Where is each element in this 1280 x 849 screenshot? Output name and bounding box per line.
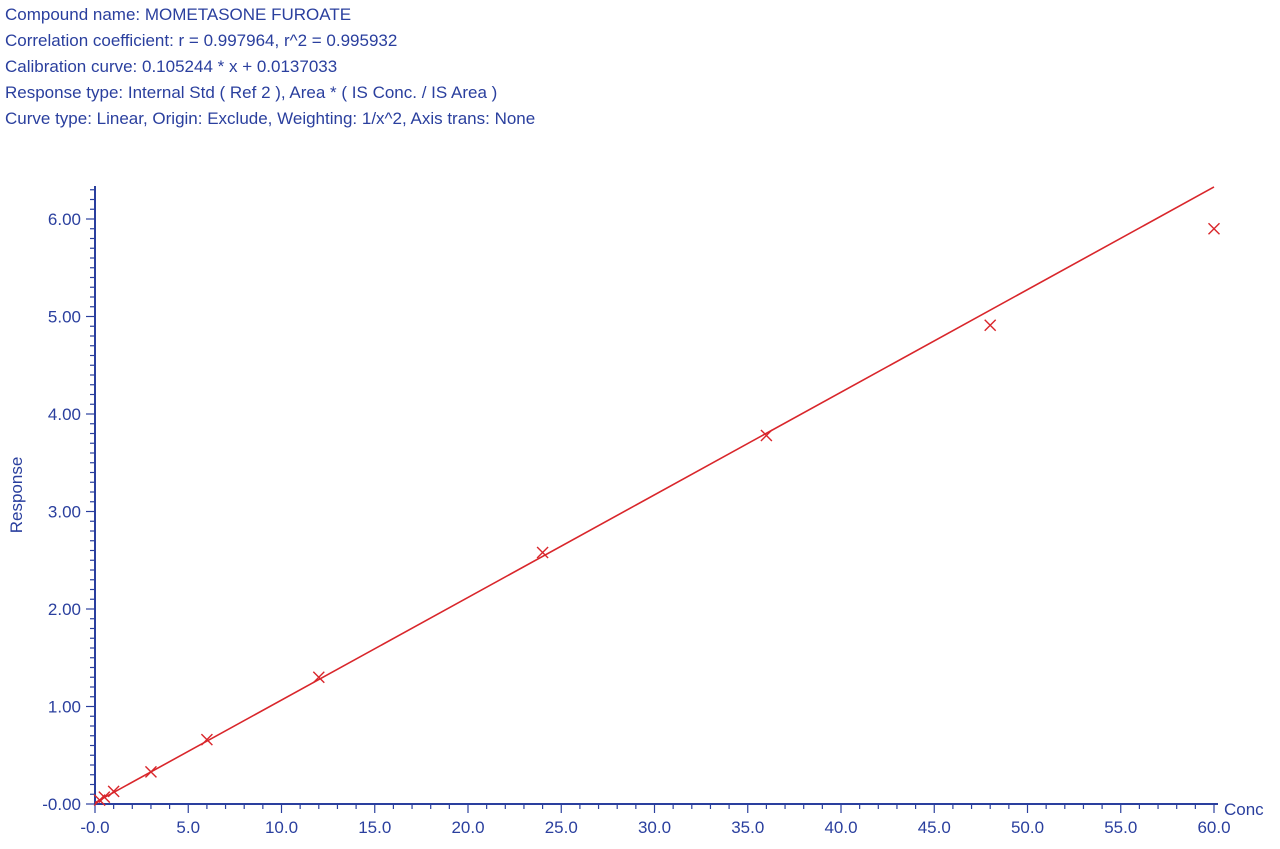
y-tick-label: 6.00 (48, 210, 81, 229)
x-tick-label: 35.0 (731, 818, 764, 837)
y-tick-label: -0.00 (42, 795, 81, 814)
chart-axes: -0.0 5.0 10.0 15.0 20.0 25.0 30.0 35.0 40.0 45.0 5… (42, 186, 1231, 837)
y-tick-label: 1.00 (48, 698, 81, 717)
x-tick-label: 40.0 (824, 818, 857, 837)
y-tick-label: 2.00 (48, 600, 81, 619)
response-type: Response type: Internal Std ( Ref 2 ), A… (5, 83, 498, 102)
y-tick-label: 4.00 (48, 405, 81, 424)
x-tick-label: 5.0 (176, 818, 200, 837)
x-tick-label: 30.0 (638, 818, 671, 837)
fit-line (94, 186, 1215, 804)
x-tick-label: 50.0 (1011, 818, 1044, 837)
x-tick-label: 15.0 (358, 818, 391, 837)
correlation-coefficient: Correlation coefficient: r = 0.997964, r… (5, 31, 398, 50)
x-tick-label: 20.0 (451, 818, 484, 837)
y-tick-label: 5.00 (48, 308, 81, 327)
x-axis-title: Conc (1224, 800, 1264, 819)
y-axis-title: Response (7, 457, 26, 534)
data-point (200, 733, 213, 746)
data-point (98, 791, 111, 804)
curve-type: Curve type: Linear, Origin: Exclude, Wei… (5, 109, 536, 128)
x-tick-label: 45.0 (918, 818, 951, 837)
data-point (1208, 222, 1220, 235)
calibration-curve: Calibration curve: 0.105244 * x + 0.0137… (5, 57, 338, 76)
x-tick-label: -0.0 (80, 818, 109, 837)
data-point (144, 765, 157, 778)
data-point (536, 546, 549, 559)
data-point (760, 429, 773, 442)
x-tick-label: 60.0 (1197, 818, 1230, 837)
data-point (107, 785, 120, 798)
data-point (984, 319, 997, 332)
x-tick-label: 25.0 (545, 818, 578, 837)
compound-name: Compound name: MOMETASONE FUROATE (5, 5, 352, 24)
x-tick-label: 10.0 (265, 818, 298, 837)
x-tick-label: 55.0 (1104, 818, 1137, 837)
calibration-header: Compound name: MOMETASONE FUROATE Correl… (5, 2, 535, 132)
fit-line-group (94, 186, 1215, 804)
y-tick-label: 3.00 (48, 503, 81, 522)
data-points-group (93, 222, 1220, 807)
data-point (312, 671, 325, 684)
